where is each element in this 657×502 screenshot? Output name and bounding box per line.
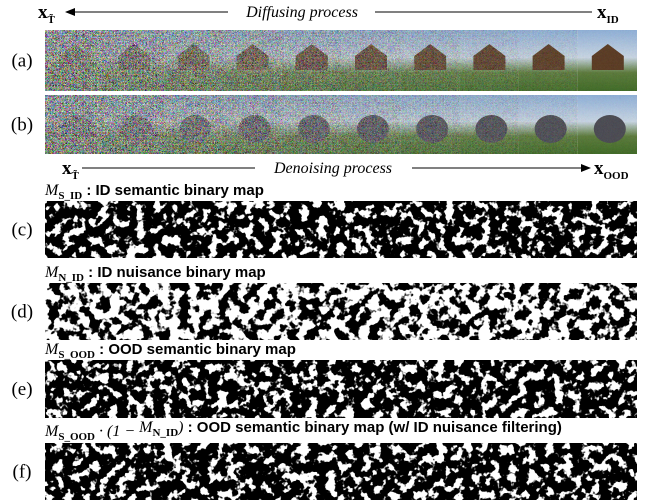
subscript: S_OOD	[58, 349, 95, 361]
panel: (d) MN_ID : ID nuisance binary map	[11, 264, 637, 340]
panel: (e) MS_OOD : OOD semantic binary map	[11, 341, 637, 418]
binary-speckle	[45, 283, 637, 340]
symbol: x	[62, 158, 72, 179]
noise	[519, 30, 578, 91]
symbol: x	[38, 2, 48, 23]
noise	[282, 95, 341, 154]
panel-label: (f)	[13, 462, 32, 483]
axis-start: xT̃	[62, 158, 80, 182]
noise	[400, 95, 459, 154]
panel: (b)	[11, 95, 637, 154]
caption-text: : OOD semantic binary map	[95, 341, 296, 358]
caption: MS_OOD · (1 − MN_ID) : OOD semantic bina…	[44, 419, 562, 443]
binary-speckle	[45, 443, 637, 500]
math-symbol: · (1 −	[95, 423, 139, 440]
axis-label: Diffusing process	[245, 4, 358, 21]
binary-speckle	[45, 201, 637, 258]
noise	[459, 30, 518, 91]
noise	[223, 30, 282, 91]
panel-label: (e)	[11, 379, 32, 400]
noise	[341, 30, 400, 91]
subscript: S_ID	[58, 190, 82, 202]
noise	[223, 95, 282, 154]
noise	[104, 30, 163, 91]
panel: (f) MS_OOD · (1 − MN_ID) : OOD semantic b…	[13, 419, 637, 500]
caption: MN_ID : ID nuisance binary map	[44, 264, 266, 284]
panel-label: (a)	[11, 51, 32, 72]
symbol: x	[597, 2, 607, 23]
subscript: ID	[607, 14, 619, 26]
caption-text: : ID semantic binary map	[82, 182, 264, 199]
noise	[163, 30, 222, 91]
figure: xT̃ Diffusing process xID xT̃ Denoising …	[0, 0, 657, 502]
noise	[400, 30, 459, 91]
panel: (a)	[11, 30, 637, 91]
binary-speckle	[45, 360, 637, 418]
noise	[45, 30, 104, 91]
denoising-axis: xT̃ Denoising process xOOD	[62, 158, 629, 182]
axis-end: xOOD	[594, 158, 629, 182]
caption-text: : ID nuisance binary map	[84, 264, 266, 281]
noise	[163, 95, 222, 154]
noise	[45, 95, 104, 154]
noise	[519, 95, 578, 154]
panel-label: (c)	[11, 220, 32, 241]
caption: MS_OOD : OOD semantic binary map	[44, 341, 296, 361]
subscript: T̃	[48, 13, 56, 26]
axis-start: xT̃	[38, 2, 56, 26]
subscript: OOD	[604, 170, 629, 182]
subscript: N_ID	[58, 272, 84, 284]
diffusing-axis: xT̃ Diffusing process xID	[38, 2, 619, 26]
panel-label: (b)	[11, 115, 33, 136]
caption-text: : OOD semantic binary map (w/ ID nuisanc…	[183, 419, 561, 436]
noise	[282, 30, 341, 91]
noise	[459, 95, 518, 154]
subscript: T̃	[72, 169, 80, 182]
caption: MS_ID : ID semantic binary map	[44, 182, 264, 202]
axis-label: Denoising process	[273, 160, 392, 177]
noise	[104, 95, 163, 154]
panel-label: (d)	[11, 302, 33, 323]
noise	[341, 95, 400, 154]
symbol: x	[594, 158, 604, 179]
subscript: N_ID	[152, 427, 178, 439]
noise	[578, 95, 637, 154]
panel: (c) MS_ID : ID semantic binary map	[11, 182, 637, 258]
subscript: S_OOD	[58, 431, 95, 443]
axis-end: xID	[597, 2, 619, 26]
noise	[578, 30, 637, 91]
